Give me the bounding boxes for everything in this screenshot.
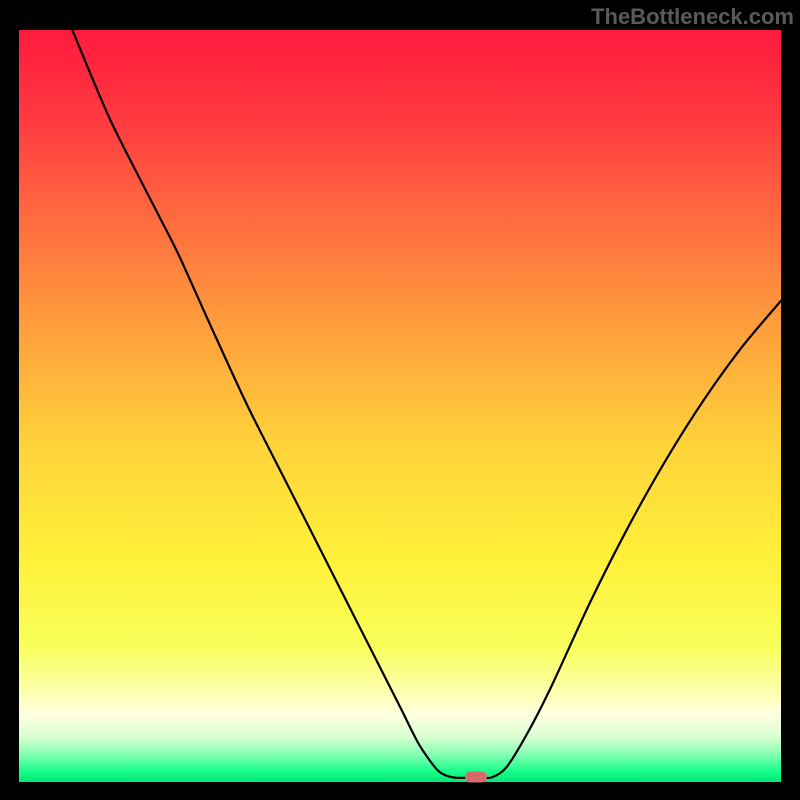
chart-container: TheBottleneck.com — [0, 0, 800, 800]
plot-area — [19, 30, 781, 782]
gradient-background — [19, 30, 781, 782]
watermark-text: TheBottleneck.com — [591, 4, 794, 30]
optimal-marker — [465, 772, 487, 783]
